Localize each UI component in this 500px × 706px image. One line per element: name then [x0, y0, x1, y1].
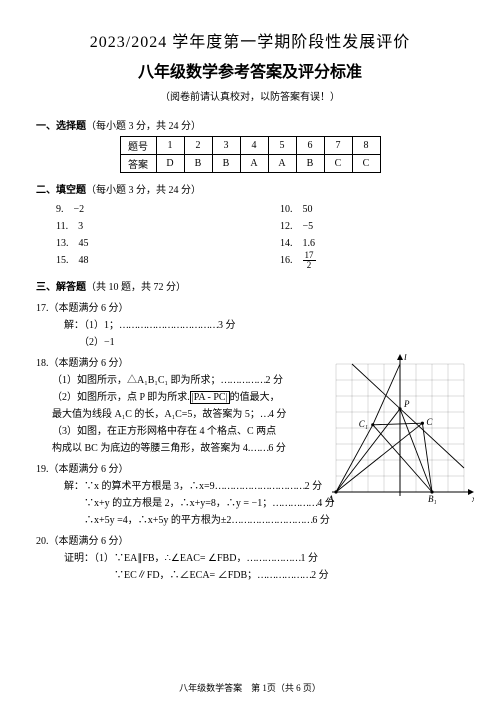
fill-item: 13. 45 — [56, 234, 240, 249]
q19-line3: ∴x+5y =4，∴x+5y 的平方根为±2………………………6 分 — [64, 511, 464, 526]
table-row: 题号 1 2 3 4 5 6 7 8 — [120, 137, 380, 155]
table-cell: 5 — [268, 137, 296, 155]
fill-item: 11. 3 — [56, 217, 240, 232]
table-cell: 7 — [324, 137, 352, 155]
table-cell: 2 — [184, 137, 212, 155]
table-cell: B — [296, 155, 324, 173]
section-2-title: 二、填空题 — [36, 185, 86, 196]
svg-text:P: P — [403, 399, 410, 409]
table-cell: 1 — [156, 137, 184, 155]
q17-head: 17.（本题满分 6 分） — [36, 299, 464, 314]
fill-item: 14. 1.6 — [280, 234, 464, 249]
fill-grid: 9. −2 10. 50 11. 3 12. −5 13. 45 14. 1.6… — [56, 200, 464, 270]
title-line-2: 八年级数学参考答案及评分标准 — [36, 58, 464, 82]
svg-text:C₁: C₁ — [359, 419, 368, 429]
page-footer: 八年级数学答案 第 1页（共 6 页） — [0, 681, 500, 694]
fraction: 172 — [303, 251, 316, 270]
q17-line1: 解：（1）1；……………………………3 分 — [64, 316, 464, 331]
svg-text:A: A — [327, 494, 334, 504]
svg-text:l: l — [404, 354, 407, 363]
table-cell: B — [212, 155, 240, 173]
section-3-note: （共 10 题，共 72 分） — [86, 282, 186, 293]
svg-text:C: C — [426, 417, 433, 427]
q20-line1: 证明：（1）∵EA∥FB，∴∠EAC= ∠FBD，………………1 分 — [64, 549, 464, 564]
fill-item: 10. 50 — [280, 200, 464, 215]
table-cell: C — [352, 155, 380, 173]
fill-item: 12. −5 — [280, 217, 464, 232]
section-3-head: 三、解答题（共 10 题，共 72 分） — [36, 278, 464, 293]
section-1-head: 一、选择题（每小题 3 分，共 24 分） — [36, 117, 464, 132]
q20-line2: ∵EC∥FD，∴∠ECA= ∠FDB；………………2 分 — [64, 566, 464, 581]
table-cell: 8 — [352, 137, 380, 155]
table-cell: C — [324, 155, 352, 173]
section-2-head: 二、填空题（每小题 3 分，共 24 分） — [36, 181, 464, 196]
title-line-1: 2023/2024 学年度第一学期阶段性发展评价 — [36, 28, 464, 52]
table-cell: 4 — [240, 137, 268, 155]
table-cell: D — [156, 155, 184, 173]
fill-item: 9. −2 — [56, 200, 240, 215]
table-head-num: 题号 — [120, 137, 156, 155]
fill-item: 15. 48 — [56, 251, 240, 270]
geometry-figure: x l A B₁ C₁ C P — [324, 354, 474, 504]
fill-item: 16. 172 — [280, 251, 464, 270]
table-cell: B — [184, 155, 212, 173]
table-cell: A — [268, 155, 296, 173]
choice-table: 题号 1 2 3 4 5 6 7 8 答案 D B B A A B C C — [120, 136, 381, 173]
table-head-ans: 答案 — [120, 155, 156, 173]
question-20: 20.（本题满分 6 分） 证明：（1）∵EA∥FB，∴∠EAC= ∠FBD，…… — [36, 532, 464, 581]
table-cell: A — [240, 155, 268, 173]
svg-text:x: x — [471, 494, 474, 504]
table-cell: 3 — [212, 137, 240, 155]
section-1-title: 一、选择题 — [36, 121, 86, 132]
section-3-title: 三、解答题 — [36, 282, 86, 293]
section-1-note: （每小题 3 分，共 24 分） — [86, 121, 201, 132]
section-2-note: （每小题 3 分，共 24 分） — [86, 185, 201, 196]
table-cell: 6 — [296, 137, 324, 155]
q17-line2: （2）−1 — [64, 333, 464, 348]
question-17: 17.（本题满分 6 分） 解：（1）1；……………………………3 分 （2）−… — [36, 299, 464, 348]
table-row: 答案 D B B A A B C C — [120, 155, 380, 173]
q20-head: 20.（本题满分 6 分） — [36, 532, 464, 547]
svg-text:B₁: B₁ — [428, 494, 437, 504]
subtitle: （阅卷前请认真校对，以防答案有误！） — [36, 88, 464, 103]
